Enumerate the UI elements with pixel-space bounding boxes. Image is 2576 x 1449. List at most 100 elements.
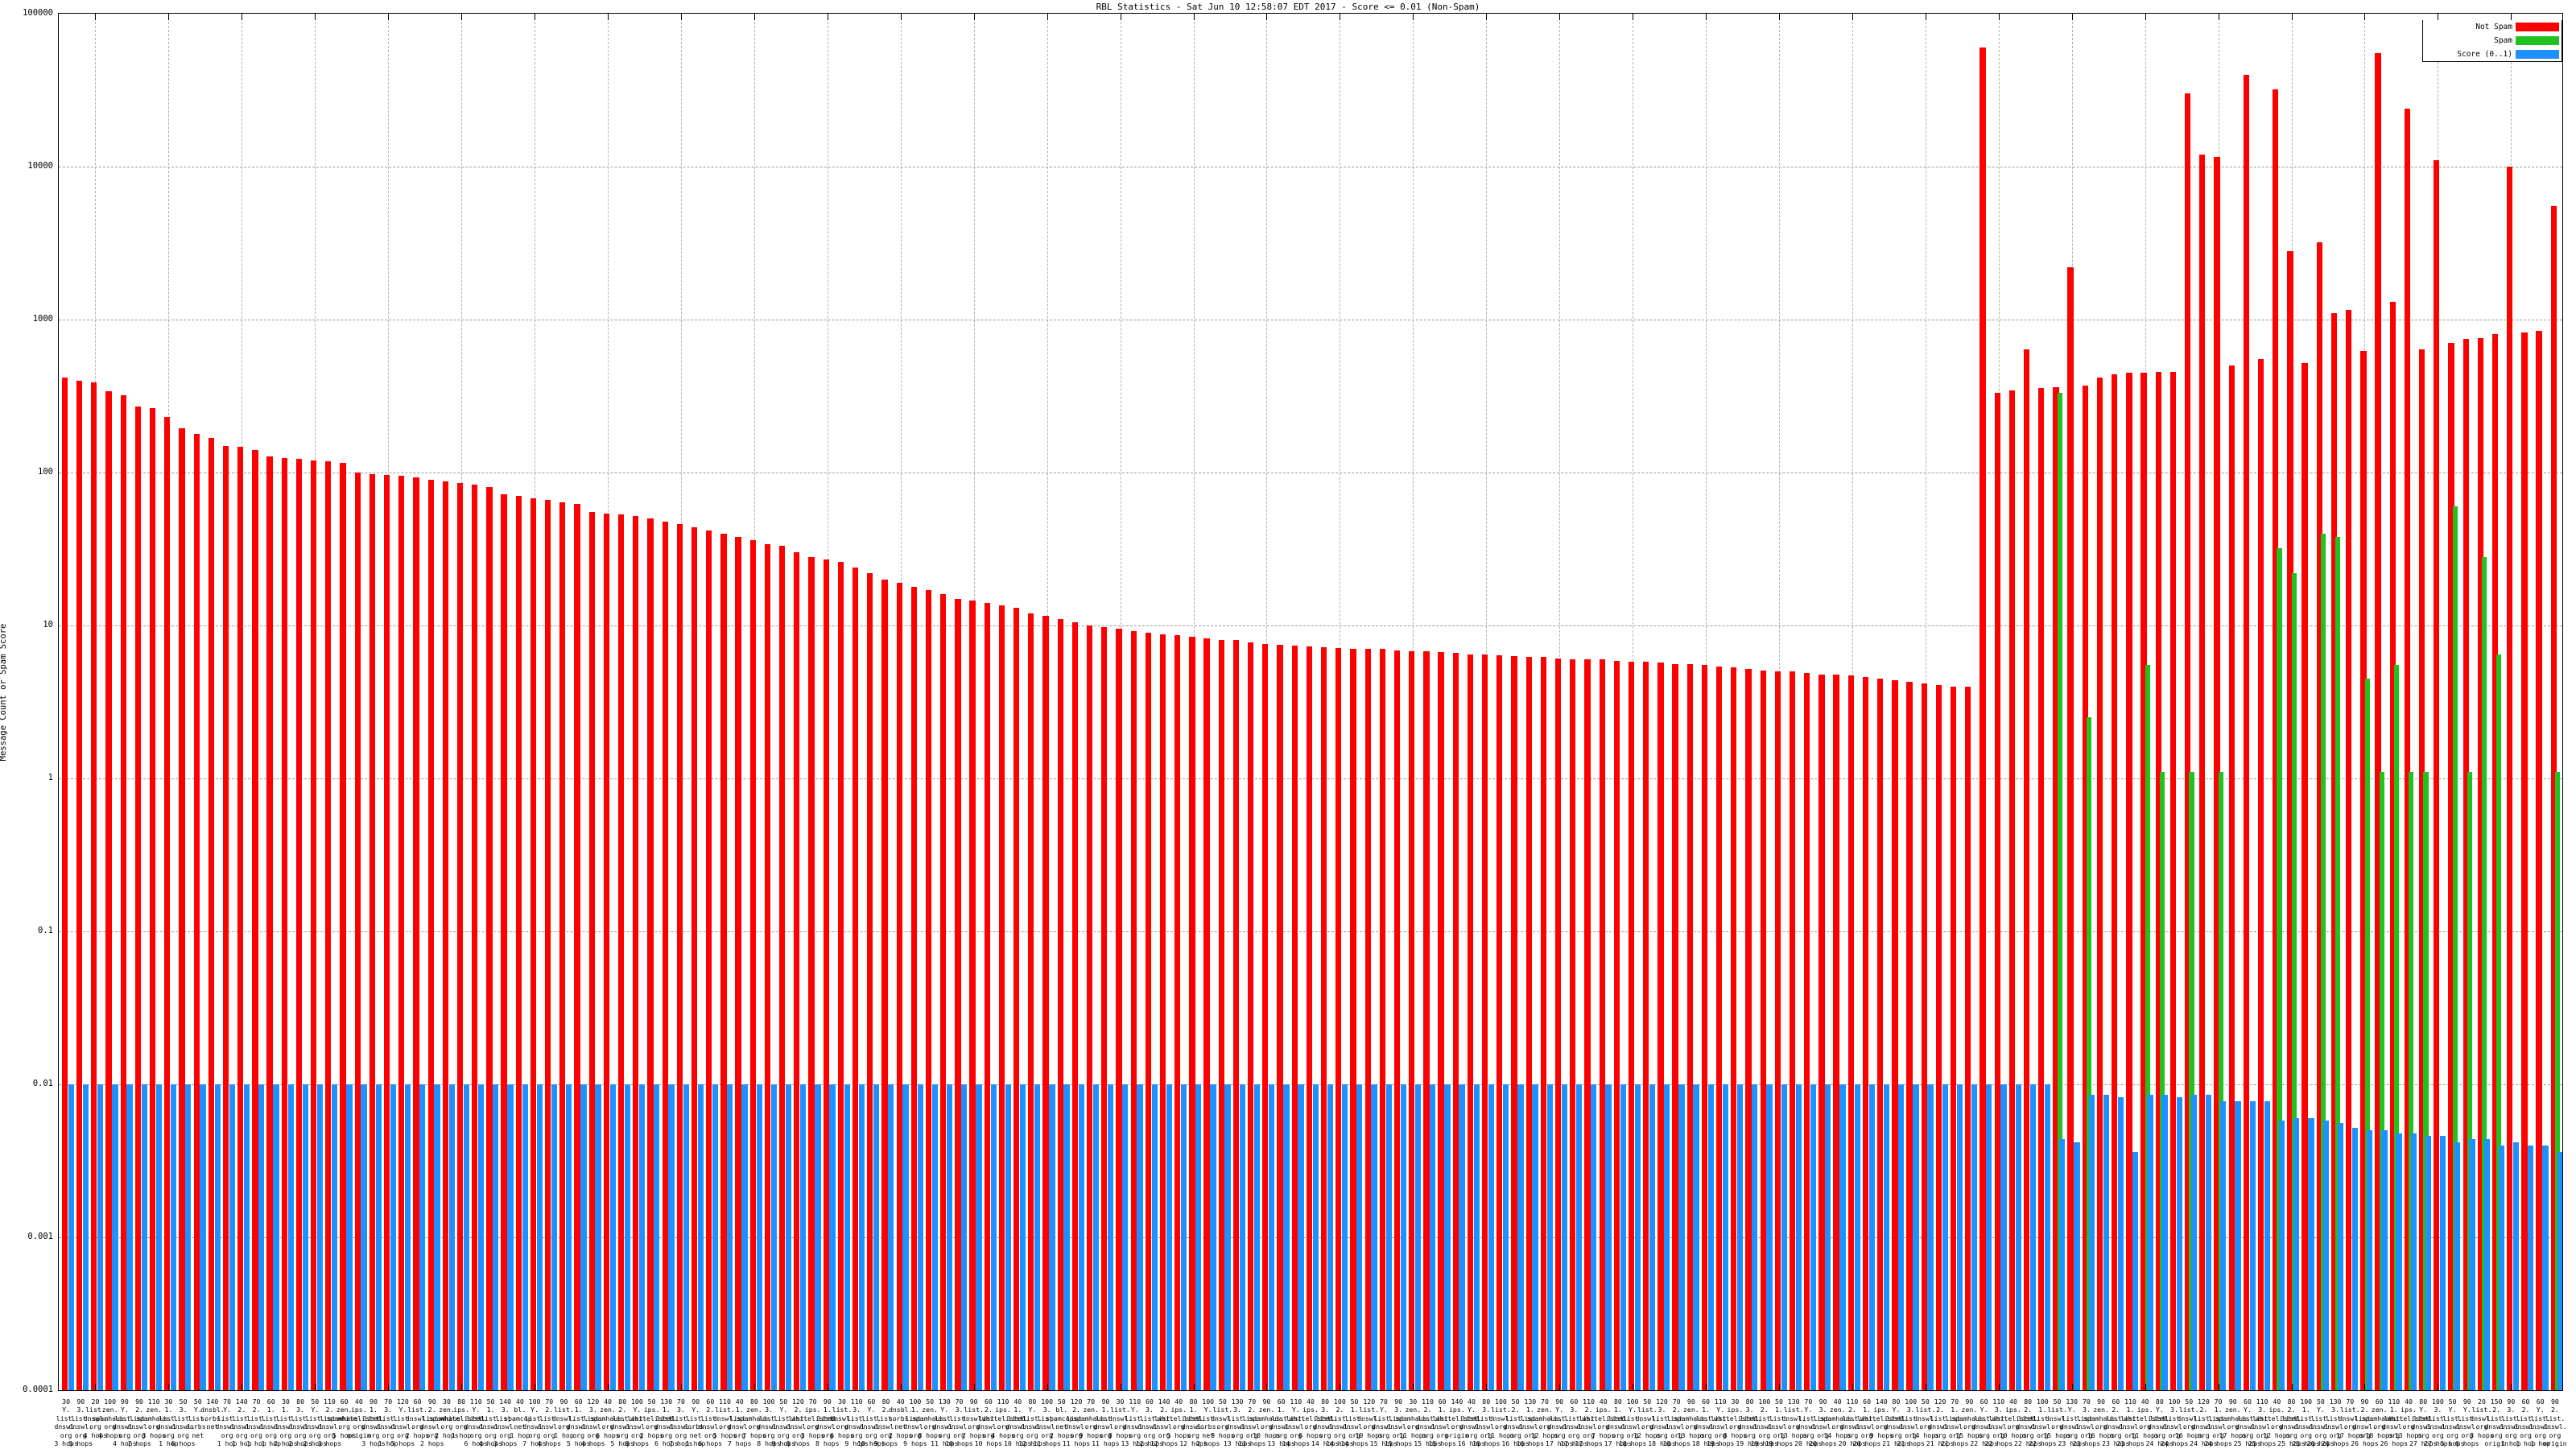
- bar-score: [1312, 1084, 1319, 1390]
- bar-score: [1927, 1084, 1934, 1390]
- x-tick-label: 90 zen. spamhaus. org 16 hops: [2083, 1397, 2120, 1439]
- bar-score: [1781, 1084, 1787, 1390]
- bar-score: [346, 1084, 353, 1390]
- bar-score: [200, 1084, 206, 1390]
- bar-score: [1063, 1084, 1070, 1390]
- bar-not-spam: [2214, 157, 2220, 1390]
- x-tick-label: 50 3. list. dnswl. org 6 hops: [171, 1397, 196, 1448]
- bar-not-spam: [1584, 659, 1591, 1390]
- x-tick-label: 90 3. list. dnswl. org 5 hops: [68, 1397, 93, 1448]
- x-tick-label: 120 2. list. dnswl. org 21 hops: [1926, 1397, 1955, 1448]
- x-tick-label: 30 list. dnswl. org 8 hops: [1108, 1397, 1133, 1439]
- bar-score: [2512, 1141, 2520, 1390]
- bar-score: [375, 1084, 382, 1390]
- x-tick-label: 130 3. list. dnswl. org 26 hops: [2321, 1397, 2350, 1448]
- bar-not-spam: [764, 544, 771, 1390]
- bar-score: [243, 1084, 250, 1390]
- bar-not-spam: [179, 427, 185, 1390]
- bar-score: [1693, 1084, 1699, 1390]
- x-tick-label: 40 ips. whitelisted. org 10 hops: [1992, 1397, 2040, 1439]
- x-tick-mark-top: [315, 14, 316, 20]
- bar-score: [2044, 1084, 2051, 1390]
- bar-not-spam: [1057, 619, 1063, 1390]
- bar-not-spam: [1994, 393, 2000, 1390]
- bar-not-spam: [472, 485, 478, 1390]
- bar-not-spam: [1965, 686, 1971, 1390]
- legend-swatch-score: [2516, 50, 2559, 59]
- bar-score: [609, 1084, 616, 1390]
- x-tick-label: 120 2. list. dnswl. org 8 hops: [786, 1397, 811, 1448]
- bar-score: [785, 1084, 792, 1390]
- x-tick-label: 130 3. list. dnswl. org 13 hops: [1223, 1397, 1252, 1448]
- legend-swatch-not-spam: [2516, 23, 2559, 31]
- x-tick-label: 70 3. list. dnswl. org 23 hops: [2072, 1397, 2101, 1448]
- bar-not-spam: [105, 391, 112, 1390]
- bar-score: [419, 1084, 426, 1390]
- bar-not-spam: [120, 395, 126, 1390]
- bar-not-spam: [1291, 645, 1298, 1390]
- x-tick-label: 140 3. list. dnswl. org 3 hops: [493, 1397, 518, 1448]
- plot-area: [59, 14, 2562, 1390]
- bar-not-spam: [1657, 663, 1664, 1390]
- x-tick-label: 120 3. list. dnswl. org 18 hops: [1648, 1397, 1676, 1448]
- x-tick-label: 110 Y. list. dnswl. org 19 hops: [1706, 1397, 1735, 1448]
- bar-score: [1444, 1084, 1451, 1390]
- bar-not-spam: [2199, 154, 2206, 1390]
- bar-spam: [2409, 772, 2414, 1390]
- bar-not-spam: [2477, 337, 2483, 1390]
- bar-score: [1269, 1084, 1275, 1390]
- bar-not-spam: [662, 521, 668, 1390]
- bar-not-spam: [1554, 658, 1562, 1390]
- bar-not-spam: [2257, 359, 2264, 1390]
- bar-spam: [2482, 557, 2487, 1390]
- bar-score: [185, 1084, 192, 1390]
- x-tick-label: 70 2. list. dnswl. org 1 hop: [244, 1397, 269, 1448]
- bar-not-spam: [1979, 47, 1986, 1390]
- x-tick-label: 90 1. list. dnswl. org 3 hops: [361, 1397, 386, 1448]
- x-tick-mark: [2364, 1384, 2366, 1390]
- bar-not-spam: [1203, 638, 1210, 1390]
- x-tick-mark: [2145, 1384, 2146, 1390]
- bar-not-spam: [1701, 665, 1708, 1390]
- x-tick-label: 50 Y. list. dnswl. org 26 hops: [2306, 1397, 2335, 1448]
- x-tick-label: 50 1. list. dnswl. org 4 hops: [478, 1397, 503, 1448]
- bar-not-spam: [501, 494, 507, 1390]
- x-tick-label: 70 Y. list. dnswl. org 15 hops: [1369, 1397, 1398, 1448]
- bar-not-spam: [1320, 647, 1327, 1390]
- bar-not-spam: [2491, 334, 2499, 1390]
- x-tick-label: 80 1. list. dnswl. org 12 hops: [1179, 1397, 1208, 1448]
- x-tick-label: 80 3. list. dnswl. org 2 hops: [288, 1397, 312, 1448]
- x-tick-mark-top: [1778, 14, 1780, 20]
- bar-score: [1532, 1084, 1538, 1390]
- x-tick-label: 70 ips. whitelisted. org 3 hops: [791, 1397, 840, 1439]
- y-tick-label: 100000: [23, 8, 53, 18]
- bar-spam: [2452, 506, 2458, 1390]
- x-tick-label: 120 2. list. dnswl. org 11 hops: [1062, 1397, 1091, 1448]
- bar-not-spam: [369, 473, 376, 1390]
- bar-not-spam: [2067, 266, 2074, 1390]
- x-tick-label: 80 3. list. dnswl. org 19 hops: [1736, 1397, 1764, 1448]
- bar-not-spam: [1643, 661, 1649, 1390]
- x-tick-label: 90 Y. list. sorbs. net 1 hop: [683, 1397, 708, 1448]
- bar-not-spam: [1393, 650, 1401, 1390]
- x-tick-label: 80 3. list. dnswl. org 16 hops: [1472, 1397, 1501, 1448]
- bar-not-spam: [588, 512, 595, 1390]
- legend-label: Spam: [2494, 36, 2512, 45]
- bar-score: [1913, 1084, 1919, 1390]
- bar-score: [273, 1084, 279, 1390]
- bar-not-spam: [413, 477, 419, 1390]
- x-tick-label: 90 2. list. dnswl. org 7 hops: [127, 1397, 151, 1448]
- x-tick-label: 30 zen. spamhaus. org 2 hops: [428, 1397, 465, 1439]
- bar-not-spam: [1189, 637, 1195, 1390]
- bar-score: [2074, 1141, 2080, 1390]
- bar-score: [961, 1084, 968, 1390]
- x-tick-mark: [2291, 1384, 2293, 1390]
- bar-not-spam: [647, 518, 654, 1390]
- x-tick-label: 100 Y. list. sorbs. net 2 hops: [1195, 1397, 1220, 1448]
- y-tick-label: 0.01: [32, 1079, 53, 1088]
- bar-score: [68, 1084, 74, 1390]
- bar-score: [1868, 1084, 1875, 1390]
- bar-not-spam: [1262, 643, 1269, 1390]
- x-tick-label: 80 2. list. dnswl. org 5 hops: [610, 1397, 634, 1448]
- x-tick-label: 100 list. dnswl. org 11 hops: [1487, 1397, 1515, 1439]
